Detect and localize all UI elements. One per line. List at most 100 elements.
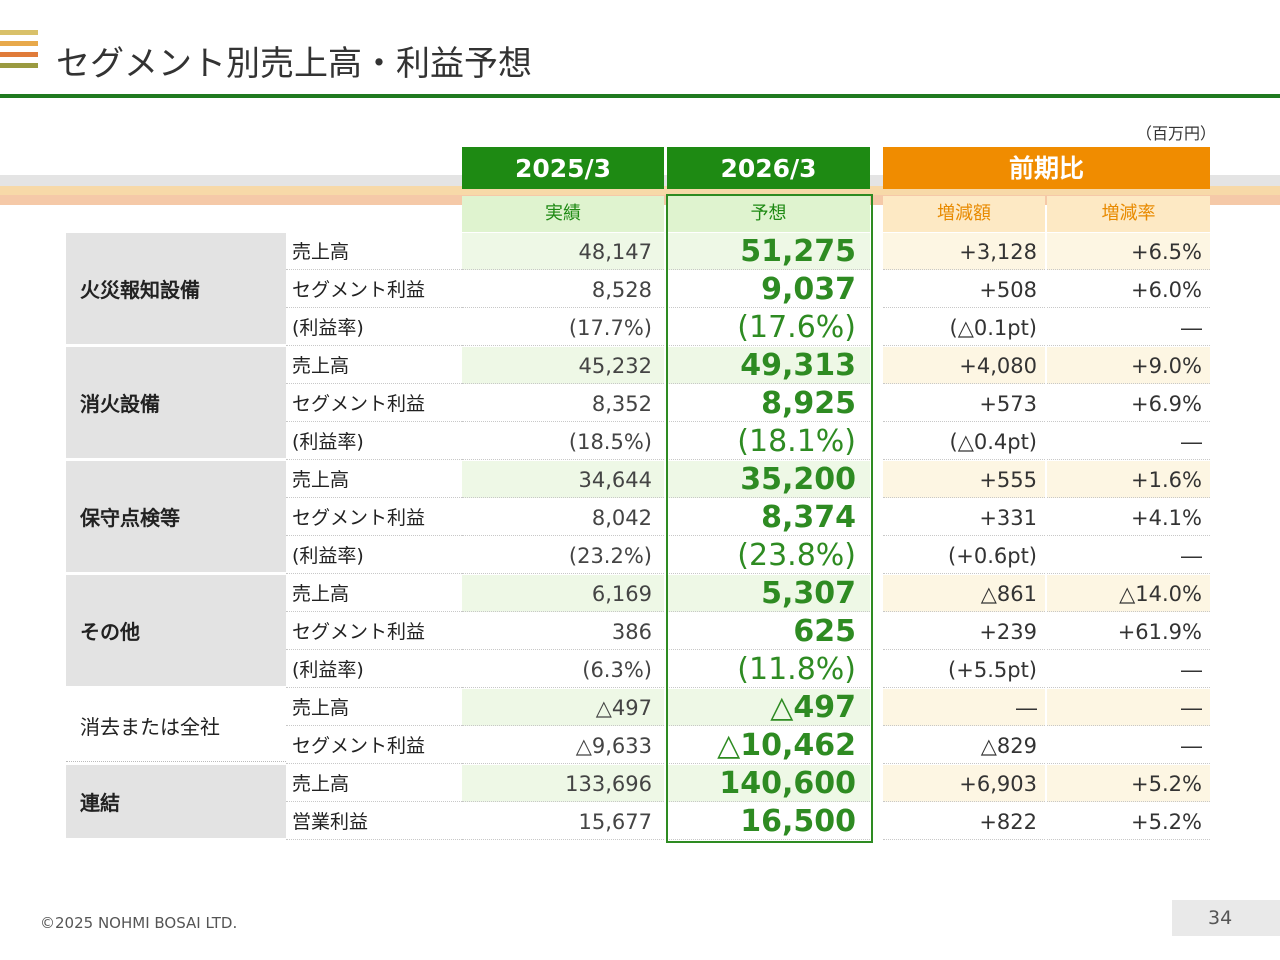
diff-value: +555 <box>883 461 1045 498</box>
row-label: セグメント利益 <box>286 499 462 536</box>
rate-value: +4.1% <box>1047 499 1210 536</box>
row-label: セグメント利益 <box>286 271 462 308</box>
actual-value: 45,232 <box>462 347 664 384</box>
segment-name: 消去または全社 <box>66 689 286 762</box>
actual-value: 8,528 <box>462 271 664 308</box>
row-label: 売上高 <box>286 575 462 612</box>
row-label: (利益率) <box>286 423 462 460</box>
actual-value: △497 <box>462 689 664 726</box>
actual-value: (17.7%) <box>462 309 664 346</box>
diff-value: +822 <box>883 803 1045 840</box>
table-row: セグメント利益 8,352 8,925 +573 +6.9% <box>286 385 1211 423</box>
row-label: セグメント利益 <box>286 613 462 650</box>
rate-value: ― <box>1047 423 1210 460</box>
table-row: (利益率) (23.2%) (23.8%) (+0.6pt) ― <box>286 537 1211 575</box>
forecast-value: 140,600 <box>667 765 870 802</box>
subheader-rate: 増減率 <box>1047 196 1210 232</box>
table-row: 売上高 48,147 51,275 +3,128 +6.5% <box>286 233 1211 271</box>
actual-value: 386 <box>462 613 664 650</box>
forecast-value: 49,313 <box>667 347 870 384</box>
table-row: セグメント利益 386 625 +239 +61.9% <box>286 613 1211 651</box>
table-row: 売上高 6,169 5,307 △861 △14.0% <box>286 575 1211 613</box>
table-row: 売上高 △497 △497 ― ― <box>286 689 1211 727</box>
actual-value: 8,042 <box>462 499 664 536</box>
forecast-value: △10,462 <box>667 727 870 764</box>
table-row: (利益率) (18.5%) (18.1%) (△0.4pt) ― <box>286 423 1211 461</box>
actual-value: 15,677 <box>462 803 664 840</box>
forecast-value: 625 <box>667 613 870 650</box>
diff-value: (+5.5pt) <box>883 651 1045 688</box>
diff-value: +6,903 <box>883 765 1045 802</box>
actual-value: 133,696 <box>462 765 664 802</box>
subheader-actual: 実績 <box>462 196 664 232</box>
header-band <box>0 186 1280 195</box>
diff-value: △861 <box>883 575 1045 612</box>
segment-name: 連結 <box>66 765 286 838</box>
diff-value: +331 <box>883 499 1045 536</box>
rate-value: +5.2% <box>1047 765 1210 802</box>
rate-value: △14.0% <box>1047 575 1210 612</box>
table-row: セグメント利益 8,042 8,374 +331 +4.1% <box>286 499 1211 537</box>
forecast-value: (17.6%) <box>667 309 870 346</box>
rate-value: ― <box>1047 727 1210 764</box>
rate-value: ― <box>1047 651 1210 688</box>
forecast-value: 16,500 <box>667 803 870 840</box>
row-label: (利益率) <box>286 537 462 574</box>
actual-value: 6,169 <box>462 575 664 612</box>
table-row: 売上高 34,644 35,200 +555 +1.6% <box>286 461 1211 499</box>
diff-value: +3,128 <box>883 233 1045 270</box>
actual-value: (18.5%) <box>462 423 664 460</box>
diff-value: +573 <box>883 385 1045 422</box>
table-row: セグメント利益 8,528 9,037 +508 +6.0% <box>286 271 1211 309</box>
forecast-value: 9,037 <box>667 271 870 308</box>
row-label: 営業利益 <box>286 803 462 840</box>
rate-value: +6.5% <box>1047 233 1210 270</box>
actual-value: 48,147 <box>462 233 664 270</box>
segment-name: 保守点検等 <box>66 461 286 572</box>
diff-value: +4,080 <box>883 347 1045 384</box>
row-label: セグメント利益 <box>286 727 462 764</box>
header-comparison: 前期比 <box>883 147 1210 189</box>
diff-value: (+0.6pt) <box>883 537 1045 574</box>
forecast-value: (18.1%) <box>667 423 870 460</box>
actual-value: 34,644 <box>462 461 664 498</box>
row-label: 売上高 <box>286 233 462 270</box>
table-row: セグメント利益 △9,633 △10,462 △829 ― <box>286 727 1211 765</box>
header-forecast-year: 2026/3 <box>667 147 870 189</box>
table-row: 売上高 45,232 49,313 +4,080 +9.0% <box>286 347 1211 385</box>
rate-value: +6.9% <box>1047 385 1210 422</box>
forecast-value: 5,307 <box>667 575 870 612</box>
table-row: (利益率) (6.3%) (11.8%) (+5.5pt) ― <box>286 651 1211 689</box>
rate-value: ― <box>1047 689 1210 726</box>
actual-value: (6.3%) <box>462 651 664 688</box>
row-label: 売上高 <box>286 461 462 498</box>
rate-value: ― <box>1047 537 1210 574</box>
diff-value: (△0.4pt) <box>883 423 1045 460</box>
forecast-value: 35,200 <box>667 461 870 498</box>
table-row: 売上高 133,696 140,600 +6,903 +5.2% <box>286 765 1211 803</box>
header-actual-year: 2025/3 <box>462 147 664 189</box>
forecast-value: 8,925 <box>667 385 870 422</box>
table-row: (利益率) (17.7%) (17.6%) (△0.1pt) ― <box>286 309 1211 347</box>
subheader-diff: 増減額 <box>883 196 1045 232</box>
actual-value: (23.2%) <box>462 537 664 574</box>
forecast-value: 8,374 <box>667 499 870 536</box>
actual-value: △9,633 <box>462 727 664 764</box>
unit-label: （百万円） <box>1136 124 1217 143</box>
title-divider <box>0 94 1280 98</box>
logo-stripes-icon <box>0 30 38 74</box>
row-label: 売上高 <box>286 347 462 384</box>
segment-name: 火災報知設備 <box>66 233 286 344</box>
forecast-value: (11.8%) <box>667 651 870 688</box>
rate-value: ― <box>1047 309 1210 346</box>
rate-value: +61.9% <box>1047 613 1210 650</box>
segment-name: その他 <box>66 575 286 686</box>
rate-value: +9.0% <box>1047 347 1210 384</box>
diff-value: (△0.1pt) <box>883 309 1045 346</box>
row-label: セグメント利益 <box>286 385 462 422</box>
row-label: 売上高 <box>286 689 462 726</box>
segment-name: 消火設備 <box>66 347 286 458</box>
rate-value: +5.2% <box>1047 803 1210 840</box>
rate-value: +1.6% <box>1047 461 1210 498</box>
forecast-value: △497 <box>667 689 870 726</box>
